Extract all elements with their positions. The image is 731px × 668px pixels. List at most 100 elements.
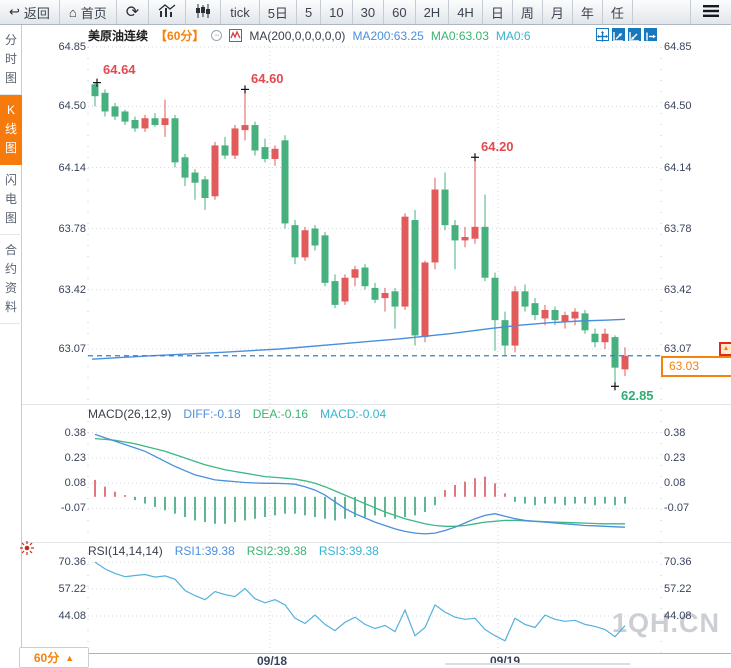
main-axis-left-3: 63.78 <box>58 222 86 235</box>
period-60-button[interactable]: 60 <box>384 0 416 24</box>
collapse-indicator-icon[interactable]: − <box>211 30 223 41</box>
scroll-indicator[interactable] <box>445 663 630 665</box>
macd-axis-right-1: 0.23 <box>664 452 686 464</box>
bar-chart-view-button[interactable] <box>149 0 187 24</box>
live-blink-icon <box>20 541 34 560</box>
rsi-axis-right-0: 70.36 <box>664 556 692 568</box>
menu-button[interactable] <box>690 0 731 24</box>
rsi-axis-left-1: 57.22 <box>58 583 86 595</box>
last-price-box: 63.03 <box>661 356 731 377</box>
period-10-button[interactable]: 10 <box>321 0 353 24</box>
symbol-title: 美原油连续 <box>88 29 149 43</box>
back-label: 返回 <box>23 5 50 21</box>
diff-line <box>94 433 626 535</box>
macd-diff-value: DIFF:-0.18 <box>183 407 241 421</box>
rsi-axis-right-2: 44.08 <box>664 610 692 622</box>
main-axis-right-0: 64.85 <box>664 41 692 53</box>
marked-high2-label: 64.60 <box>251 71 284 86</box>
period-周-button[interactable]: 周 <box>513 0 543 24</box>
period-30-button[interactable]: 30 <box>353 0 385 24</box>
main-axis-right-2: 64.14 <box>664 161 692 174</box>
sidebar-item-闪电图[interactable]: 闪电图 <box>0 165 22 235</box>
candlestick-icon <box>195 3 211 21</box>
tick-period-button[interactable]: tick <box>221 0 260 24</box>
period-5日-button[interactable]: 5日 <box>260 0 297 24</box>
period-任-button[interactable]: 任 <box>603 0 633 24</box>
macd-histogram <box>94 476 626 524</box>
rsi2-value: RSI2:39.38 <box>246 544 307 558</box>
period-4H-button[interactable]: 4H <box>449 0 483 24</box>
rsi-axis-left-0: 70.36 <box>58 556 86 568</box>
back-arrow-icon: ↩ <box>9 4 20 19</box>
sidebar-item-合约资料[interactable]: 合约资料 <box>0 235 22 324</box>
period-5-button[interactable]: 5 <box>297 0 322 24</box>
main-axis-right-1: 64.50 <box>664 100 692 113</box>
period-buttons-group: 5日 5 10 30 60 2H 4H 日周月年任 <box>260 0 633 24</box>
period-2H-button[interactable]: 2H <box>416 0 450 24</box>
exit-right-tool-icon[interactable] <box>644 28 657 41</box>
current-period-label: 60分 <box>33 651 60 665</box>
bar-chart-icon <box>158 3 176 21</box>
main-axis-left-0: 64.85 <box>58 41 86 53</box>
rsi-title: RSI(14,14,14) <box>88 544 163 558</box>
ma0-cyan-value: MA0:6 <box>495 28 531 43</box>
back-button[interactable]: ↩ 返回 <box>0 0 60 24</box>
time-axis-line <box>22 653 731 654</box>
chart-header: 美原油连续 【60分】 − MA(200,0,0,0,0,0) MA200:63… <box>88 27 531 44</box>
price-alert-icon[interactable]: ▲ <box>719 342 731 356</box>
period-日-button[interactable]: 日 <box>483 0 513 24</box>
rsi-header: RSI(14,14,14) RSI1:39.38 RSI2:39.38 RSI3… <box>88 544 379 558</box>
main-macd-separator <box>22 404 731 405</box>
main-axis-left-5: 63.07 <box>58 343 86 355</box>
refresh-icon: ⟳ <box>125 4 140 21</box>
period-月-button[interactable]: 月 <box>543 0 573 24</box>
rsi3-value: RSI3:39.38 <box>318 544 379 558</box>
macd-axis-right-3: -0.07 <box>664 502 690 515</box>
ma200-value: MA200:63.25 <box>352 28 424 43</box>
current-period-selector[interactable]: 60分 ▲ <box>19 647 89 668</box>
macd-axis-left-1: 0.23 <box>64 452 86 464</box>
period-up-triangle-icon: ▲ <box>65 652 75 663</box>
ma200-line <box>91 318 626 360</box>
zoom-out-tool-icon[interactable] <box>628 28 641 42</box>
home-icon: ⌂ <box>68 4 77 20</box>
tick-label: tick <box>230 4 250 20</box>
main-axis-right-3: 63.78 <box>664 222 692 235</box>
refresh-button[interactable]: ⟳ <box>117 0 150 24</box>
date-label-0919: 09/19 <box>489 654 521 668</box>
macd-axis-left-0: 0.38 <box>64 426 86 439</box>
rsi-axis-right-1: 57.22 <box>664 583 692 595</box>
ma-formula-label: MA(200,0,0,0,0,0) <box>249 28 346 43</box>
mini-chart-icon <box>229 29 243 42</box>
rsi1-value: RSI1:39.38 <box>174 544 235 558</box>
chart-tools-group <box>596 28 657 42</box>
main-axis-left-1: 64.50 <box>58 100 86 113</box>
macd-rsi-separator <box>22 542 731 543</box>
macd-dea-value: DEA:-0.16 <box>252 407 309 421</box>
date-label-0918: 09/18 <box>256 654 288 668</box>
marked-high-label: 64.64 <box>103 62 136 77</box>
watermark: 1QH.CN <box>612 608 721 638</box>
rsi-line <box>94 561 626 642</box>
period-年-button[interactable]: 年 <box>573 0 603 24</box>
macd-title: MACD(26,12,9) <box>88 407 172 421</box>
candlestick-view-button[interactable] <box>186 0 222 24</box>
pan-tool-icon[interactable] <box>596 28 609 42</box>
main-axis-right-4: 63.42 <box>664 283 692 296</box>
home-button[interactable]: ⌂ 首页 <box>60 0 117 24</box>
top-toolbar: ↩ 返回 ⌂ 首页 ⟳ tick 5日 5 10 30 60 2H 4H 日周月年任 <box>0 0 731 25</box>
home-label: 首页 <box>80 5 107 21</box>
sidebar-item-分时图[interactable]: 分时图 <box>0 25 22 95</box>
main-axis-left-2: 64.14 <box>58 161 86 174</box>
main-axis-right-5: 63.07 <box>664 343 692 355</box>
marked-high3-label: 64.20 <box>481 139 514 154</box>
candles-group <box>91 82 629 387</box>
zoom-in-tool-icon[interactable] <box>612 28 625 42</box>
macd-axis-left-3: -0.07 <box>60 502 86 515</box>
ma0-green-value: MA0:63.03 <box>430 28 489 43</box>
macd-axis-left-2: 0.08 <box>64 477 86 490</box>
